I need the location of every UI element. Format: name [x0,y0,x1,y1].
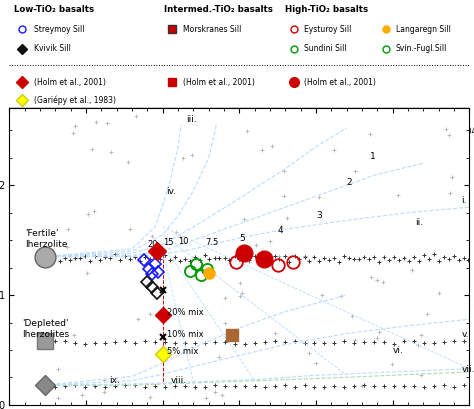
Text: iii.: iii. [186,115,197,124]
Text: 'Depleted'
lherzolites: 'Depleted' lherzolites [22,319,69,339]
Text: 'Fertile'
lherzolite: 'Fertile' lherzolite [25,229,67,249]
Text: (Holm et al., 2001): (Holm et al., 2001) [34,78,106,87]
Text: Intermed.-TiO₂ basalts: Intermed.-TiO₂ basalts [164,5,273,14]
Text: 2: 2 [346,178,352,187]
Text: (Lesnov et al., 2001): (Lesnov et al., 2001) [42,127,120,136]
Text: (Workman and Hart, 2005): (Workman and Hart, 2005) [202,127,305,136]
Text: High-TiO₂ basalts: High-TiO₂ basalts [285,5,368,14]
Text: Low-TiO₂ basalts: Low-TiO₂ basalts [14,5,94,14]
Text: viii.: viii. [170,375,187,384]
Text: (Holm et al., 2001): (Holm et al., 2001) [304,78,375,87]
Text: 5% mix: 5% mix [167,346,199,355]
Text: (Rampone et al., 2004): (Rampone et al., 2004) [391,127,474,136]
Text: Svín.-Fugl.Sill: Svín.-Fugl.Sill [396,45,447,54]
Text: v.: v. [462,330,469,339]
Text: Streymoy Sill: Streymoy Sill [34,25,84,34]
Text: ix.: ix. [109,375,120,384]
Text: vi.: vi. [392,346,403,355]
Text: 20: 20 [147,240,158,249]
Text: vii.: vii. [462,365,474,374]
Text: 4: 4 [278,226,283,235]
Text: 20% mix: 20% mix [167,308,204,317]
Text: 1: 1 [370,152,375,161]
Text: iv.: iv. [166,187,176,196]
Text: 10: 10 [178,237,189,246]
Text: Sundini Sill: Sundini Sill [304,45,346,54]
Text: 7.5: 7.5 [206,238,219,247]
Text: 15: 15 [163,238,173,247]
Text: 5: 5 [239,234,245,243]
Text: Morskranes Sill: Morskranes Sill [183,25,242,34]
Text: Eysturoy Sill: Eysturoy Sill [304,25,351,34]
Text: i.: i. [462,196,467,205]
Text: 10% mix: 10% mix [167,330,204,339]
Text: (Holm et al., 2001): (Holm et al., 2001) [183,78,255,87]
Text: ii.: ii. [416,218,424,227]
Text: (Gariépy et al., 1983): (Gariépy et al., 1983) [34,95,116,105]
Text: 3: 3 [316,211,322,220]
Text: Langaregn Sill: Langaregn Sill [396,25,451,34]
Text: Kvivik Sill: Kvivik Sill [34,45,71,54]
